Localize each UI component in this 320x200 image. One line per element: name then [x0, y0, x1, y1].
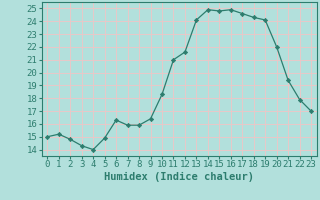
X-axis label: Humidex (Indice chaleur): Humidex (Indice chaleur) [104, 172, 254, 182]
